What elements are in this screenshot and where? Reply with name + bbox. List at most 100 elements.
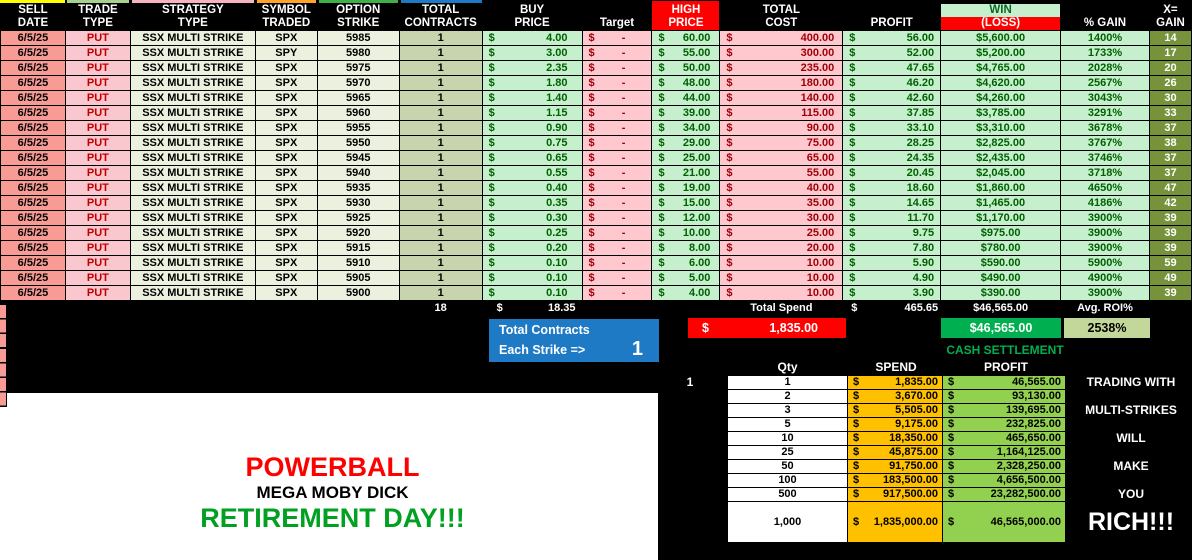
cell-profit[interactable]: $93,130.00 (942, 389, 1066, 404)
cell-pct_gain[interactable]: 3746% (1060, 150, 1150, 166)
cell-win_loss[interactable]: $2,435.00 (940, 150, 1062, 166)
cell-buy_price[interactable]: $1.15 (481, 105, 583, 121)
cell-win_loss[interactable]: $2,825.00 (940, 135, 1062, 151)
cell-buy_price[interactable]: $0.65 (481, 150, 583, 166)
cell-spend[interactable]: $3,670.00 (847, 389, 943, 404)
cell-strike[interactable]: 5985 (316, 30, 400, 46)
cell-buy_price[interactable]: $0.25 (481, 225, 583, 241)
cell-strategy[interactable]: SSX MULTI STRIKE (129, 225, 256, 241)
cell-buy_price[interactable]: $0.10 (481, 255, 583, 271)
cell-profit[interactable]: $465,650.00 (942, 431, 1066, 446)
cell-buy_price[interactable]: $0.90 (481, 120, 583, 136)
cell-high_price[interactable]: $39.00 (651, 105, 721, 121)
cell-win_loss[interactable]: $2,045.00 (940, 165, 1062, 181)
cell-x_gain[interactable]: 39 (1148, 240, 1192, 256)
cell-buy_price[interactable]: $0.20 (481, 240, 583, 256)
cell-sell_date[interactable]: 6/5/25 (0, 135, 66, 151)
totals-cell-strategy[interactable] (129, 300, 256, 316)
cell-strategy[interactable]: SSX MULTI STRIKE (129, 75, 256, 91)
cell-symbol[interactable]: SPX (254, 285, 318, 301)
cell-contracts[interactable]: 1 (398, 210, 483, 226)
cell-profit[interactable]: $20.45 (842, 165, 942, 181)
cell-profit[interactable]: $33.10 (842, 120, 942, 136)
cell-contracts[interactable]: 1 (398, 150, 483, 166)
cell-profit[interactable]: $37.85 (842, 105, 942, 121)
cell-high_price[interactable]: $60.00 (651, 30, 721, 46)
cell-high_price[interactable]: $5.00 (651, 270, 721, 286)
cell-symbol[interactable]: SPX (254, 225, 318, 241)
cell-sell_date[interactable]: 6/5/25 (0, 240, 66, 256)
cell-profit[interactable]: $5.90 (842, 255, 942, 271)
cell-x_gain[interactable]: 33 (1148, 105, 1192, 121)
cell-win_loss[interactable]: $1,860.00 (940, 180, 1062, 196)
cell-buy_price[interactable]: $1.40 (481, 90, 583, 106)
cell-profit[interactable]: $46,565.00 (942, 375, 1066, 390)
cell-qty[interactable]: 5 (727, 417, 848, 432)
column-header-trade_type[interactable]: TRADE TYPE (64, 0, 131, 31)
cell-strike[interactable]: 5940 (316, 165, 400, 181)
totals-cell-trade_type[interactable] (64, 300, 131, 316)
column-header-strategy[interactable]: STRATEGY TYPE (129, 0, 256, 31)
cell-high_price[interactable]: $50.00 (651, 60, 721, 76)
column-header-sell_date[interactable]: SELL DATE (0, 0, 66, 31)
cell-high_price[interactable]: $12.00 (651, 210, 721, 226)
cell-contracts[interactable]: 1 (398, 45, 483, 61)
cell-strategy[interactable]: SSX MULTI STRIKE (129, 45, 256, 61)
cell-pct_gain[interactable]: 4650% (1060, 180, 1150, 196)
cell-target[interactable]: $ - (581, 90, 653, 106)
cell-high_price[interactable]: $34.00 (651, 120, 721, 136)
column-header-strike[interactable]: OPTION STRIKE (316, 0, 400, 31)
cell-win_loss[interactable]: $3,310.00 (940, 120, 1062, 136)
cell-buy_price[interactable]: $2.35 (481, 60, 583, 76)
cell-profit[interactable]: $47.65 (842, 60, 942, 76)
cell-total_cost[interactable]: $65.00 (719, 150, 844, 166)
cell-buy_price[interactable]: $0.30 (481, 210, 583, 226)
cell-pct_gain[interactable]: 3678% (1060, 120, 1150, 136)
cell-trade_type[interactable]: PUT (64, 75, 131, 91)
total-spend-box[interactable]: $ 1,835.00 (688, 318, 846, 338)
cell-total_cost[interactable]: $400.00 (719, 30, 844, 46)
totals-cell-sell_date[interactable] (0, 300, 66, 316)
cell-spend[interactable]: $1,835.00 (847, 375, 943, 390)
cell-symbol[interactable]: SPX (254, 165, 318, 181)
cell-spend[interactable]: $183,500.00 (847, 473, 943, 488)
cell-qty[interactable]: 3 (727, 403, 848, 418)
cell-pct_gain[interactable]: 1733% (1060, 45, 1150, 61)
cell-qty[interactable]: 10 (727, 431, 848, 446)
cell-profit[interactable]: $4,656,500.00 (942, 473, 1066, 488)
cell-contracts[interactable]: 1 (398, 135, 483, 151)
cell-sell_date[interactable]: 6/5/25 (0, 285, 66, 301)
cell-pct_gain[interactable]: 3767% (1060, 135, 1150, 151)
cell-qty[interactable]: 1,000 (727, 501, 848, 543)
cell-symbol[interactable]: SPX (254, 30, 318, 46)
cell-contracts[interactable]: 1 (398, 270, 483, 286)
cell-high_price[interactable]: $4.00 (651, 285, 721, 301)
cell-buy_price[interactable]: $3.00 (481, 45, 583, 61)
cell-high_price[interactable]: $48.00 (651, 75, 721, 91)
cell-symbol[interactable]: SPX (254, 210, 318, 226)
cell-pct_gain[interactable]: 3900% (1060, 285, 1150, 301)
cell-strike[interactable]: 5975 (316, 60, 400, 76)
cell-high_price[interactable]: $55.00 (651, 45, 721, 61)
cell-sell_date[interactable]: 6/5/25 (0, 255, 66, 271)
cell-profit[interactable]: $3.90 (842, 285, 942, 301)
cell-profit[interactable]: $11.70 (842, 210, 942, 226)
cell-strategy[interactable]: SSX MULTI STRIKE (129, 285, 256, 301)
cell-pct_gain[interactable]: 5900% (1060, 255, 1150, 271)
cell-strategy[interactable]: SSX MULTI STRIKE (129, 255, 256, 271)
cell-x_gain[interactable]: 37 (1148, 150, 1192, 166)
cell-profit[interactable]: $46.20 (842, 75, 942, 91)
cell-profit[interactable]: $28.25 (842, 135, 942, 151)
cell-strike[interactable]: 5965 (316, 90, 400, 106)
cell-x_gain[interactable]: 30 (1148, 90, 1192, 106)
cell-sell_date[interactable]: 6/5/25 (0, 90, 66, 106)
cell-contracts[interactable]: 1 (398, 60, 483, 76)
cell-contracts[interactable]: 1 (398, 255, 483, 271)
cell-buy_price[interactable]: $0.75 (481, 135, 583, 151)
cell-profit[interactable]: $139,695.00 (942, 403, 1066, 418)
column-header-contracts[interactable]: TOTAL CONTRACTS (398, 0, 483, 31)
cell-win_loss[interactable]: $5,600.00 (940, 30, 1062, 46)
cell-total_cost[interactable]: $90.00 (719, 120, 844, 136)
totals-cell-target[interactable] (581, 300, 653, 316)
cell-spend[interactable]: $1,835,000.00 (847, 501, 943, 543)
